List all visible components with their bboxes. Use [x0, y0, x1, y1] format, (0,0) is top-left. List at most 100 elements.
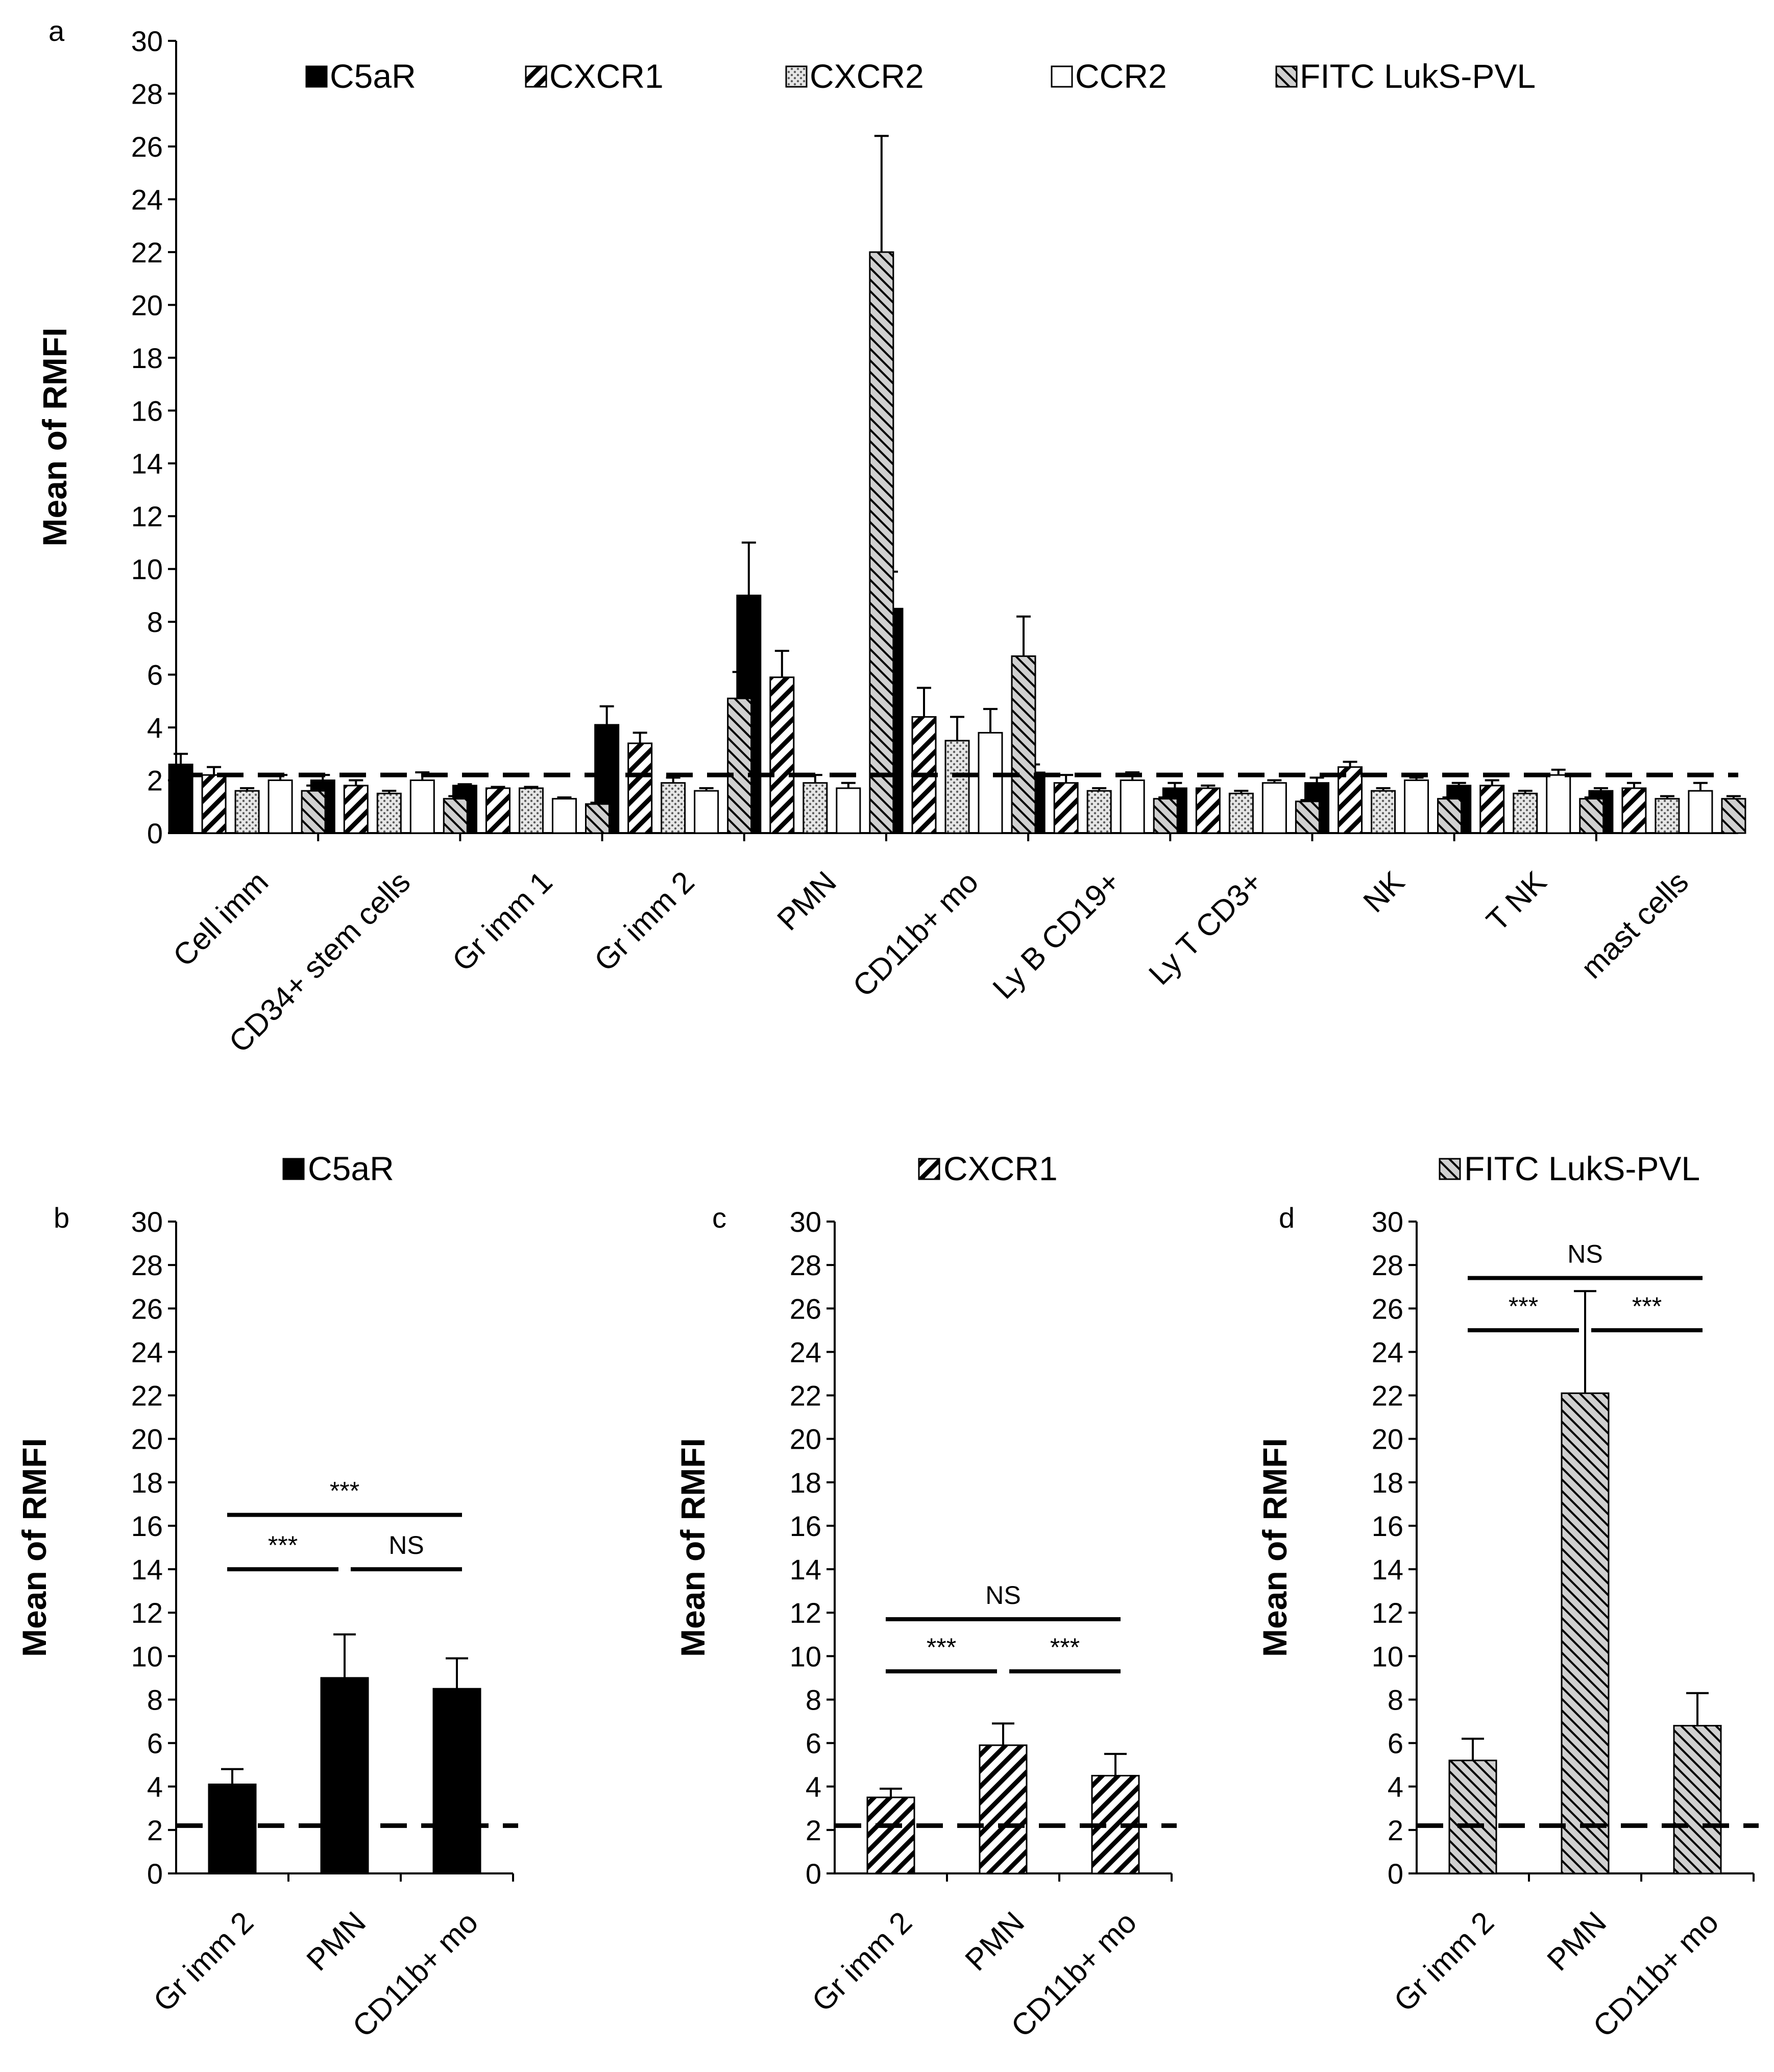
panel-b-category-label: Gr imm 2 — [147, 1905, 260, 2018]
panel-c-y-tick-label: 14 — [790, 1553, 821, 1586]
panel-b-y-tick-label: 8 — [147, 1684, 163, 1716]
panel-a-category-label: Gr imm 2 — [588, 865, 701, 978]
panel-c-y-tick-label: 26 — [790, 1293, 821, 1325]
panel-a-bar-cxcr1-pmn — [769, 676, 795, 834]
panel-c-comparison-label: *** — [1050, 1633, 1080, 1662]
panel-b-y-tick-label: 22 — [131, 1380, 163, 1412]
panel-a-bar-ccr2-cell-imm — [268, 779, 293, 834]
panel-c-y-tick-label: 6 — [806, 1727, 821, 1760]
panel-b-y-tick-label: 16 — [131, 1510, 163, 1542]
panel-b-y-tick-label: 10 — [131, 1640, 163, 1672]
panel-a-legend-swatch-c5ar — [305, 65, 328, 88]
panel-a-y-tick-label: 26 — [131, 131, 163, 163]
panel-a-y-tick-label: 18 — [131, 342, 163, 374]
panel-b-title: C5aR — [308, 1150, 394, 1187]
panel-b-y-tick-label: 24 — [131, 1336, 163, 1368]
panel-b-y-tick-label: 28 — [131, 1249, 163, 1281]
panel-letter-b: b — [54, 1202, 69, 1234]
panel-a-bar-ccr2-cd34-stem-cells — [409, 779, 435, 834]
panel-a-bar-cxcr2-cd11b-mo — [944, 740, 970, 834]
panel-a-bar-ccr2-nk — [1404, 779, 1429, 834]
panel-c-y-tick-label: 0 — [806, 1858, 821, 1890]
panel-d-y-tick-label: 14 — [1372, 1553, 1403, 1586]
panel-c-y-tick-label: 10 — [790, 1640, 821, 1672]
panel-b-category-label: PMN — [300, 1905, 373, 1978]
panel-a-y-axis-label: Mean of RMFI — [36, 328, 74, 547]
panel-a-bar-cxcr2-t-nk — [1513, 792, 1538, 834]
panel-a-bar-fitc-luks-pvl-mast-cells — [1721, 798, 1746, 834]
panel-a-y-tick-label: 0 — [147, 817, 163, 849]
panel-a-category-label: mast cells — [1574, 865, 1695, 985]
panel-a-bar-cxcr1-ly-b-cd19 — [1053, 782, 1079, 834]
panel-c-y-tick-label: 12 — [790, 1597, 821, 1629]
panel-a-bar-fitc-luks-pvl-cd34-stem-cells — [443, 798, 468, 834]
panel-d-y-tick-label: 16 — [1372, 1510, 1403, 1542]
panel-a-bar-cxcr2-nk — [1371, 790, 1396, 834]
panel-b-comparison-label: *** — [268, 1531, 298, 1559]
panel-b-y-tick-label: 6 — [147, 1727, 163, 1760]
panel-c-category-label: Gr imm 2 — [805, 1905, 918, 2018]
panel-b-y-tick-label: 18 — [131, 1467, 163, 1499]
panel-a-category-label: PMN — [770, 865, 843, 937]
panel-c-y-tick-label: 22 — [790, 1380, 821, 1412]
panel-c-y-tick-label: 4 — [806, 1771, 821, 1803]
panel-a-bar-ccr2-mast-cells — [1688, 790, 1713, 834]
panel-d-category-label: Gr imm 2 — [1387, 1905, 1500, 2018]
panel-a-bar-cxcr2-cd34-stem-cells — [376, 792, 402, 834]
panel-d-title-swatch — [1439, 1158, 1461, 1180]
panel-b-y-tick-label: 12 — [131, 1597, 163, 1629]
panel-a-bar-cxcr1-mast-cells — [1621, 787, 1647, 834]
panel-a-bar-cxcr2-mast-cells — [1655, 798, 1680, 834]
panel-c-title: CXCR1 — [943, 1150, 1058, 1187]
panel-d-bar-pmn — [1561, 1392, 1610, 1874]
panel-b-bar-pmn — [320, 1677, 369, 1874]
panel-letter-d: d — [1279, 1202, 1295, 1234]
panel-c-y-tick-label: 8 — [806, 1684, 821, 1716]
panel-a-bar-cxcr2-gr-imm-2 — [661, 782, 686, 834]
panel-a-bar-cxcr1-gr-imm-1 — [485, 787, 511, 834]
panel-a-bar-ccr2-gr-imm-2 — [694, 790, 719, 834]
panel-d-bar-gr-imm-2 — [1448, 1760, 1497, 1874]
panel-d-y-tick-label: 26 — [1372, 1293, 1403, 1325]
panel-b-bar-gr-imm-2 — [208, 1783, 257, 1874]
panel-d-title: FITC LukS-PVL — [1464, 1150, 1700, 1187]
panel-b-y-tick-label: 20 — [131, 1423, 163, 1455]
panel-a-bar-cxcr1-nk — [1338, 766, 1363, 834]
panel-a-legend-label-fitc-luks-pvl: FITC LukS-PVL — [1300, 57, 1536, 95]
panel-a-bar-cxcr2-cell-imm — [234, 790, 260, 834]
panel-d-y-tick-label: 22 — [1372, 1380, 1403, 1412]
panel-a-category-label: NK — [1356, 865, 1411, 919]
panel-c-y-tick-label: 28 — [790, 1249, 821, 1281]
panel-d-y-tick-label: 20 — [1372, 1423, 1403, 1455]
panel-b-y-tick-label: 26 — [131, 1293, 163, 1325]
panel-d-y-tick-label: 6 — [1388, 1727, 1403, 1760]
panel-d-y-axis-label: Mean of RMFI — [1256, 1438, 1294, 1657]
panel-a-y-tick-label: 12 — [131, 500, 163, 532]
panel-d-y-tick-label: 8 — [1388, 1684, 1403, 1716]
panel-a-bar-fitc-luks-pvl-cell-imm — [301, 790, 326, 834]
panel-a-bar-cxcr2-pmn — [803, 782, 828, 834]
panel-d-y-tick-label: 2 — [1388, 1814, 1403, 1846]
panel-a-bar-fitc-luks-pvl-cd11b-mo — [1011, 655, 1036, 834]
panel-a-y-tick-label: 20 — [131, 289, 163, 321]
panel-d-y-tick-label: 30 — [1372, 1206, 1403, 1238]
panel-c-bar-pmn — [979, 1744, 1028, 1874]
panel-a-bar-fitc-luks-pvl-ly-t-cd3 — [1295, 800, 1320, 834]
panel-a-y-tick-label: 30 — [131, 25, 163, 57]
panel-a-y-tick-label: 8 — [147, 606, 163, 638]
panel-a-bar-fitc-luks-pvl-gr-imm-2 — [727, 697, 752, 834]
panel-d-y-tick-label: 4 — [1388, 1771, 1403, 1803]
panel-a-legend-swatch-ccr2 — [1051, 65, 1073, 88]
panel-a-y-tick-label: 2 — [147, 765, 163, 797]
panel-c-category-label: PMN — [959, 1905, 1031, 1978]
panel-a-bar-cxcr1-gr-imm-2 — [627, 742, 653, 834]
panel-a-category-label: Cell imm — [166, 865, 275, 973]
panel-d-y-tick-label: 24 — [1372, 1336, 1403, 1368]
panel-d-y-tick-label: 10 — [1372, 1640, 1403, 1672]
panel-a-bar-cxcr2-ly-t-cd3 — [1228, 792, 1254, 834]
panel-a-y-tick-label: 6 — [147, 659, 163, 691]
panel-d-bar-cd11b-mo — [1673, 1725, 1722, 1874]
panel-a-bar-cxcr1-cd34-stem-cells — [343, 785, 369, 834]
